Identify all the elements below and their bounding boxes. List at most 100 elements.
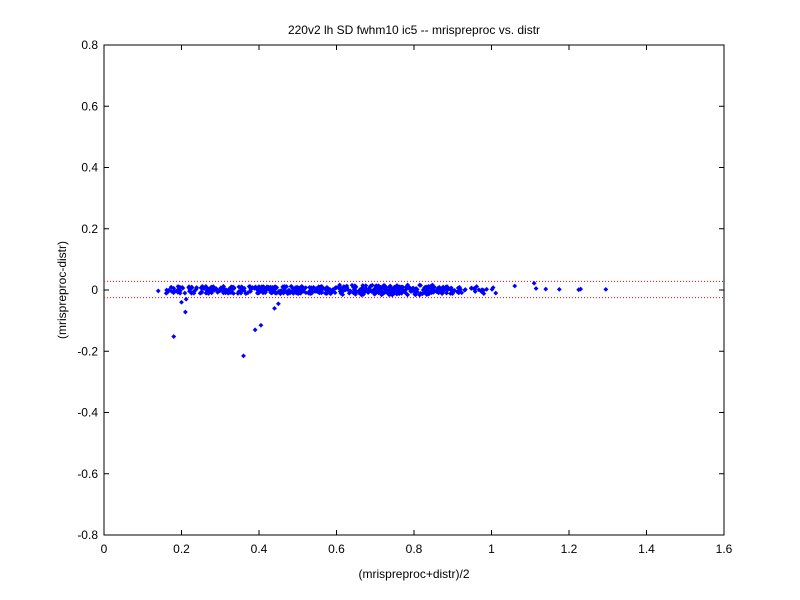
- data-point: [413, 292, 419, 298]
- data-point: [264, 287, 270, 293]
- data-point: [183, 296, 189, 302]
- data-point: [247, 288, 253, 294]
- data-point: [225, 289, 231, 295]
- data-point: [270, 286, 276, 292]
- data-point: [241, 353, 246, 359]
- y-tick-label: -0.8: [77, 528, 98, 542]
- data-point: [188, 290, 194, 296]
- data-point: [454, 289, 460, 295]
- data-point: [469, 285, 474, 291]
- data-point: [359, 292, 365, 298]
- y-tick-label: -0.6: [77, 467, 98, 481]
- data-point: [339, 288, 345, 294]
- data-point: [426, 291, 432, 297]
- data-point: [274, 290, 280, 296]
- data-point: [275, 301, 281, 307]
- data-point: [199, 290, 205, 295]
- data-point: [457, 285, 462, 290]
- data-point: [333, 285, 338, 291]
- data-point: [481, 287, 486, 293]
- data-point: [229, 290, 235, 295]
- data-point: [223, 290, 228, 296]
- data-point: [380, 289, 385, 295]
- data-point: [241, 288, 247, 294]
- data-point: [531, 280, 537, 286]
- data-point: [311, 284, 316, 290]
- data-point: [493, 290, 499, 296]
- data-point: [258, 322, 264, 328]
- data-point: [155, 288, 161, 294]
- data-point: [283, 289, 289, 295]
- x-tick-label: 1: [488, 542, 495, 556]
- data-point: [373, 283, 379, 289]
- data-point: [603, 286, 609, 292]
- data-point: [373, 290, 379, 295]
- data-point: [346, 290, 352, 296]
- data-point: [220, 283, 226, 289]
- y-axis-label: (mrispreproc-distr): [55, 241, 69, 339]
- data-point: [389, 286, 394, 292]
- data-point: [384, 287, 390, 292]
- x-tick-label: 0.4: [251, 542, 268, 556]
- data-point: [327, 286, 333, 292]
- data-point: [182, 290, 188, 296]
- y-tick-label: 0.2: [81, 222, 98, 236]
- data-point: [332, 290, 338, 296]
- data-point: [201, 285, 207, 291]
- data-point: [512, 283, 518, 289]
- x-tick-label: 0.2: [173, 542, 190, 556]
- data-point: [420, 287, 426, 293]
- data-point: [428, 285, 434, 291]
- data-point: [543, 286, 549, 292]
- data-point: [194, 285, 199, 290]
- data-point: [284, 284, 289, 289]
- x-tick-label: 0.8: [406, 542, 423, 556]
- data-point: [219, 286, 225, 292]
- data-point: [434, 289, 440, 295]
- data-point: [408, 287, 414, 293]
- data-point: [439, 291, 445, 297]
- data-point: [203, 285, 209, 291]
- data-point: [450, 289, 456, 295]
- data-point: [386, 292, 392, 298]
- data-point: [213, 286, 219, 291]
- data-points: [155, 280, 609, 359]
- data-point: [444, 290, 449, 296]
- data-point: [324, 285, 330, 290]
- data-point: [243, 291, 249, 297]
- data-point: [252, 327, 258, 333]
- data-point: [393, 288, 399, 294]
- data-point: [423, 287, 429, 293]
- data-point: [367, 287, 372, 293]
- data-point: [301, 288, 306, 294]
- data-point: [431, 287, 436, 293]
- data-point: [278, 290, 284, 295]
- y-tick-label: -0.4: [77, 406, 98, 420]
- data-point: [177, 284, 183, 290]
- data-point: [189, 285, 195, 291]
- data-point: [319, 287, 325, 292]
- data-point: [206, 291, 211, 296]
- data-point: [478, 289, 484, 294]
- data-point: [238, 285, 244, 291]
- data-point: [398, 284, 404, 290]
- data-point: [308, 289, 314, 295]
- x-tick-label: 1.4: [638, 542, 655, 556]
- data-point: [418, 282, 423, 288]
- data-point: [230, 286, 235, 292]
- data-point: [441, 287, 447, 293]
- y-tick-label: -0.2: [77, 344, 98, 358]
- data-point: [417, 292, 423, 298]
- reference-lines: [104, 280, 724, 299]
- data-point: [324, 291, 330, 296]
- y-tick-label: 0.6: [81, 99, 98, 113]
- data-point: [171, 334, 177, 339]
- data-point: [474, 284, 480, 289]
- data-point: [344, 283, 350, 289]
- x-axis-label: (mrispreproc+distr)/2: [358, 567, 469, 581]
- data-point: [489, 286, 495, 292]
- chart-title: 220v2 lh SD fwhm10 ic5 -- mrispreproc vs…: [288, 23, 540, 37]
- data-point: [337, 282, 343, 288]
- data-point: [299, 284, 305, 290]
